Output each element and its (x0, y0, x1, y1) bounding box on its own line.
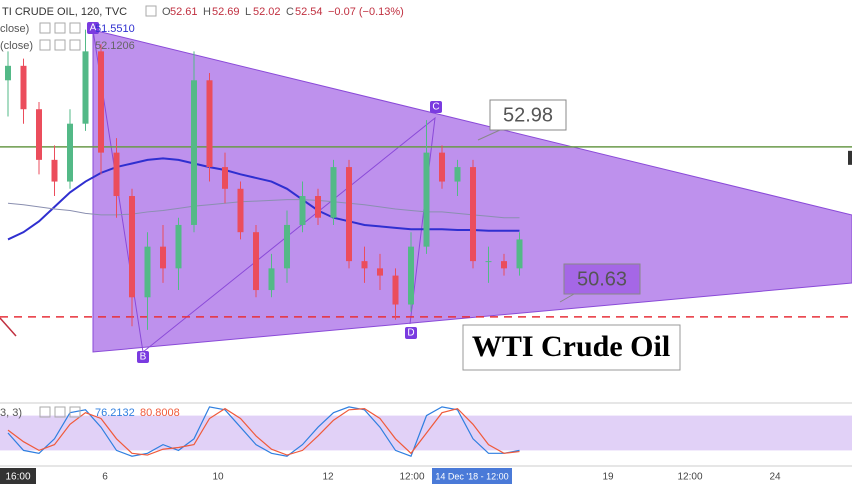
point-label: B (140, 352, 147, 363)
icon (54, 406, 66, 418)
title: WTI Crude Oil (472, 330, 670, 363)
indicator-label: (close) (0, 40, 33, 52)
x-tick-label: 12:00 (399, 472, 424, 483)
candle-body (485, 261, 492, 263)
candle-body (454, 167, 461, 182)
candle-body (237, 188, 244, 233)
callout-label: 52.98 (503, 104, 553, 126)
point-label: C (432, 102, 439, 113)
indicator-value: 52.1206 (95, 40, 135, 52)
candle-body (284, 224, 290, 269)
point-label: A (90, 23, 97, 34)
callout-pointer (559, 293, 575, 303)
moving-average (7, 157, 520, 241)
x-tick-label: 12:00 (677, 472, 702, 483)
point-marker (405, 327, 417, 339)
point-marker (137, 351, 149, 363)
candle-body (98, 51, 104, 153)
candle-body (299, 196, 306, 225)
candle-body (439, 152, 445, 182)
x-tick-label: 14 Dec '18 - 12:00 (435, 471, 508, 481)
icon (69, 39, 81, 51)
indicator-label: close) (0, 23, 29, 35)
stoch-line (7, 406, 520, 457)
candle-body (516, 239, 523, 269)
point-marker (87, 22, 99, 34)
ohlc-label: O (162, 6, 171, 18)
ohlc-label: H (203, 6, 211, 18)
level-end-marker (848, 150, 852, 165)
point-marker (430, 101, 442, 113)
candle-body (392, 275, 399, 305)
moving-average (7, 199, 520, 219)
candle-body (36, 109, 42, 160)
candle-body (330, 167, 337, 218)
icon (39, 22, 51, 34)
candle-body (113, 152, 120, 197)
ohlc-value: 52.54 (295, 6, 323, 18)
stoch-line (7, 407, 520, 456)
x-tick-label: 19 (602, 472, 614, 483)
candle-body (51, 159, 58, 182)
title-box (462, 324, 681, 371)
trend-line (0, 317, 17, 337)
icon (54, 39, 66, 51)
candle-body (253, 232, 259, 291)
candle-body (268, 268, 275, 291)
icon (39, 406, 51, 418)
candle-body (206, 80, 213, 168)
stoch-label: 3, 3) (0, 407, 22, 419)
candle-body (144, 246, 151, 298)
ohlc-value: 52.61 (170, 6, 198, 18)
candle-body (346, 167, 352, 262)
candle-body (20, 65, 27, 110)
candle-body (222, 167, 228, 189)
icon (69, 22, 81, 34)
candle-body (160, 246, 166, 269)
candle-body (315, 196, 321, 218)
time-box (432, 468, 512, 484)
x-tick-label: 16:00 (5, 472, 30, 483)
symbol: TI CRUDE OIL, 120, TVC (2, 6, 127, 18)
callout-label: 50.63 (577, 268, 627, 290)
callout-box (563, 263, 641, 295)
x-tick-label: 6 (102, 472, 108, 483)
x-tick-label: 24 (769, 472, 781, 483)
indicator-value: 51.5510 (95, 23, 135, 35)
change: −0.07 (−0.13%) (328, 6, 404, 18)
ohlc-label: C (286, 6, 294, 18)
point-label: D (407, 328, 414, 339)
callout-pointer (477, 129, 501, 141)
candle-body (82, 51, 89, 124)
candle-body (423, 152, 430, 247)
icon (39, 39, 51, 51)
callout-box (489, 99, 567, 131)
ohlc-value: 52.69 (212, 6, 240, 18)
icon (145, 5, 157, 17)
ohlc-value: 52.02 (253, 6, 281, 18)
ohlc-label: L (245, 6, 251, 18)
icon (54, 22, 66, 34)
stoch-value: 76.2132 (95, 407, 135, 419)
candle-body (191, 80, 197, 225)
candle-body (67, 123, 73, 182)
x-tick-label: 12 (322, 472, 334, 483)
x-tick-label: 10 (212, 472, 224, 483)
candle-body (5, 65, 11, 81)
candle-body (129, 196, 135, 298)
candle-body (470, 167, 476, 262)
candle-body (175, 224, 182, 269)
candle-body (408, 246, 414, 305)
time-box (0, 468, 36, 484)
candle-body (361, 261, 368, 269)
candle-body (377, 268, 383, 276)
stoch-value: 80.8008 (140, 407, 180, 419)
icon (69, 406, 81, 418)
candle-body (501, 261, 507, 269)
